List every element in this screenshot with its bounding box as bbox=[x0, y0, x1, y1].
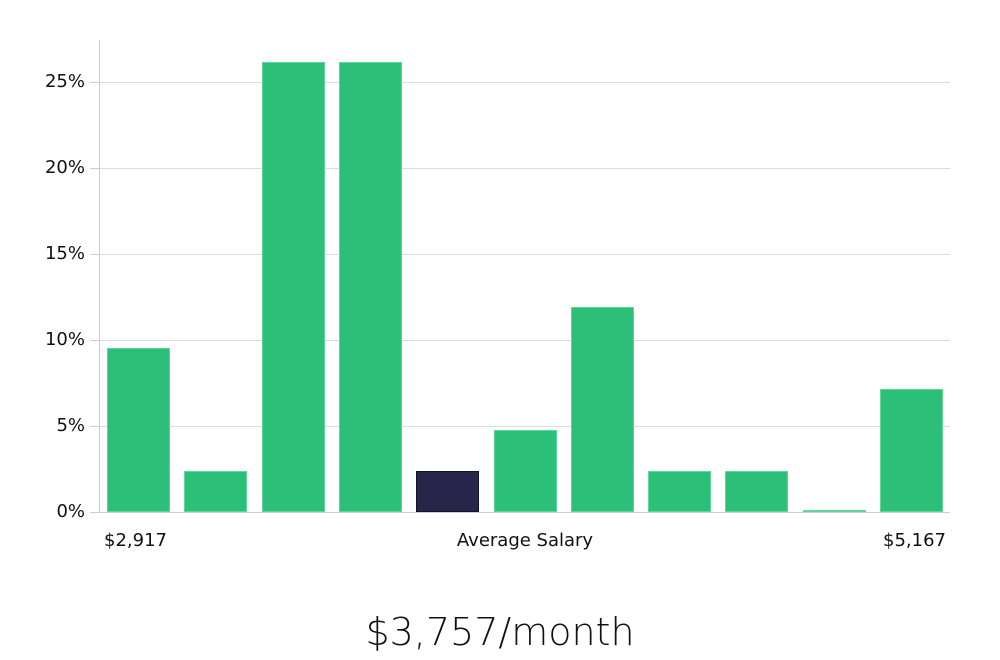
y-tick-label: 15% bbox=[44, 243, 85, 264]
y-tick-label: 20% bbox=[44, 157, 85, 178]
bar bbox=[648, 471, 712, 512]
bar bbox=[338, 61, 402, 512]
bar bbox=[802, 510, 866, 513]
bar bbox=[880, 389, 943, 512]
tick-mark bbox=[90, 254, 100, 255]
gridline bbox=[100, 340, 950, 341]
gridline bbox=[100, 168, 950, 169]
tick-mark bbox=[90, 426, 100, 427]
x-axis-title: Average Salary bbox=[456, 530, 594, 551]
average-salary-value: $3,757/month bbox=[365, 610, 635, 654]
gridline bbox=[100, 82, 950, 83]
y-tick-label: 5% bbox=[56, 415, 85, 436]
y-tick-label: 25% bbox=[44, 71, 85, 92]
bar bbox=[184, 471, 248, 512]
y-axis bbox=[99, 40, 100, 513]
bar bbox=[570, 307, 634, 512]
salary-histogram: 0% 5% 10% 15% 20% 25% $2,917 Average Salary $… bbox=[44, 40, 950, 551]
tick-mark bbox=[90, 340, 100, 341]
bar bbox=[493, 430, 557, 512]
y-tick-label: 0% bbox=[56, 501, 85, 522]
tick-mark bbox=[90, 512, 100, 513]
x-min-label: $2,917 bbox=[104, 530, 167, 551]
x-axis bbox=[100, 512, 950, 513]
bar-highlighted bbox=[416, 471, 480, 512]
bar bbox=[107, 348, 170, 512]
bar bbox=[261, 61, 325, 512]
x-max-label: $5,167 bbox=[883, 530, 946, 551]
tick-mark bbox=[90, 82, 100, 83]
bar bbox=[725, 471, 789, 512]
gridline bbox=[100, 426, 950, 427]
tick-mark bbox=[90, 168, 100, 169]
y-tick-label: 10% bbox=[44, 329, 85, 350]
gridline bbox=[100, 254, 950, 255]
